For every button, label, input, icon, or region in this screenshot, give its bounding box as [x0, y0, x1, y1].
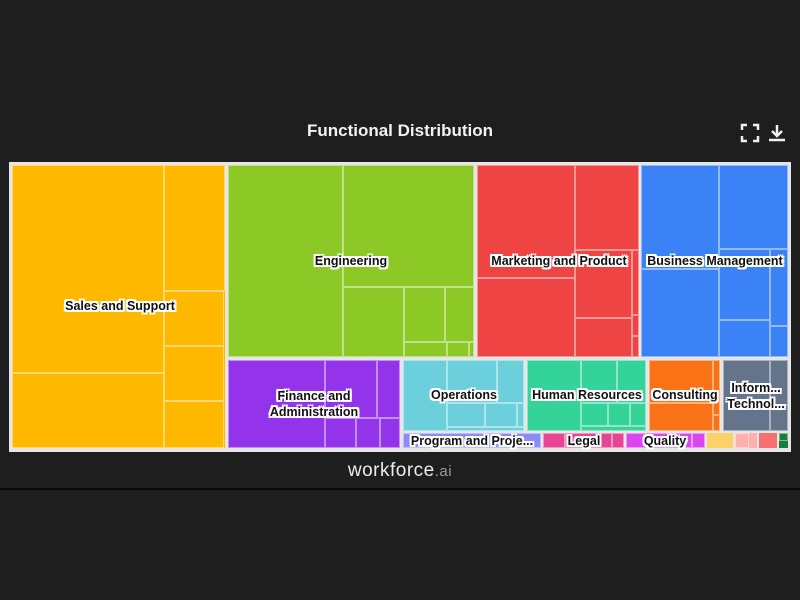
treemap-node-consulting[interactable]	[649, 360, 720, 431]
treemap-node-it[interactable]	[723, 360, 788, 431]
brand-logo: workforce.ai	[347, 460, 453, 481]
treemap-node-other-1[interactable]	[707, 433, 733, 448]
treemap-node-quality[interactable]	[626, 433, 705, 448]
chart-title: Functional Distribution	[306, 121, 494, 140]
treemap-node-business[interactable]	[641, 165, 788, 357]
treemap-node-finance[interactable]	[228, 360, 400, 448]
treemap-node-other-4[interactable]	[779, 433, 788, 448]
treemap-node-other-2[interactable]	[735, 433, 757, 448]
treemap-node-operations[interactable]	[403, 360, 524, 431]
treemap-node-legal[interactable]	[543, 433, 624, 448]
fullscreen-icon[interactable]	[740, 123, 760, 143]
treemap-node-other-3[interactable]	[759, 433, 777, 448]
treemap-node-sales[interactable]	[12, 165, 225, 448]
treemap-chart: Sales and Support Engineering Marketing …	[9, 162, 791, 452]
download-icon[interactable]	[767, 123, 787, 143]
divider	[0, 488, 800, 490]
treemap-node-program[interactable]	[403, 433, 541, 448]
treemap-node-engineering[interactable]	[228, 165, 474, 357]
treemap-node-marketing[interactable]	[477, 165, 639, 357]
treemap-node-hr[interactable]	[527, 360, 646, 431]
